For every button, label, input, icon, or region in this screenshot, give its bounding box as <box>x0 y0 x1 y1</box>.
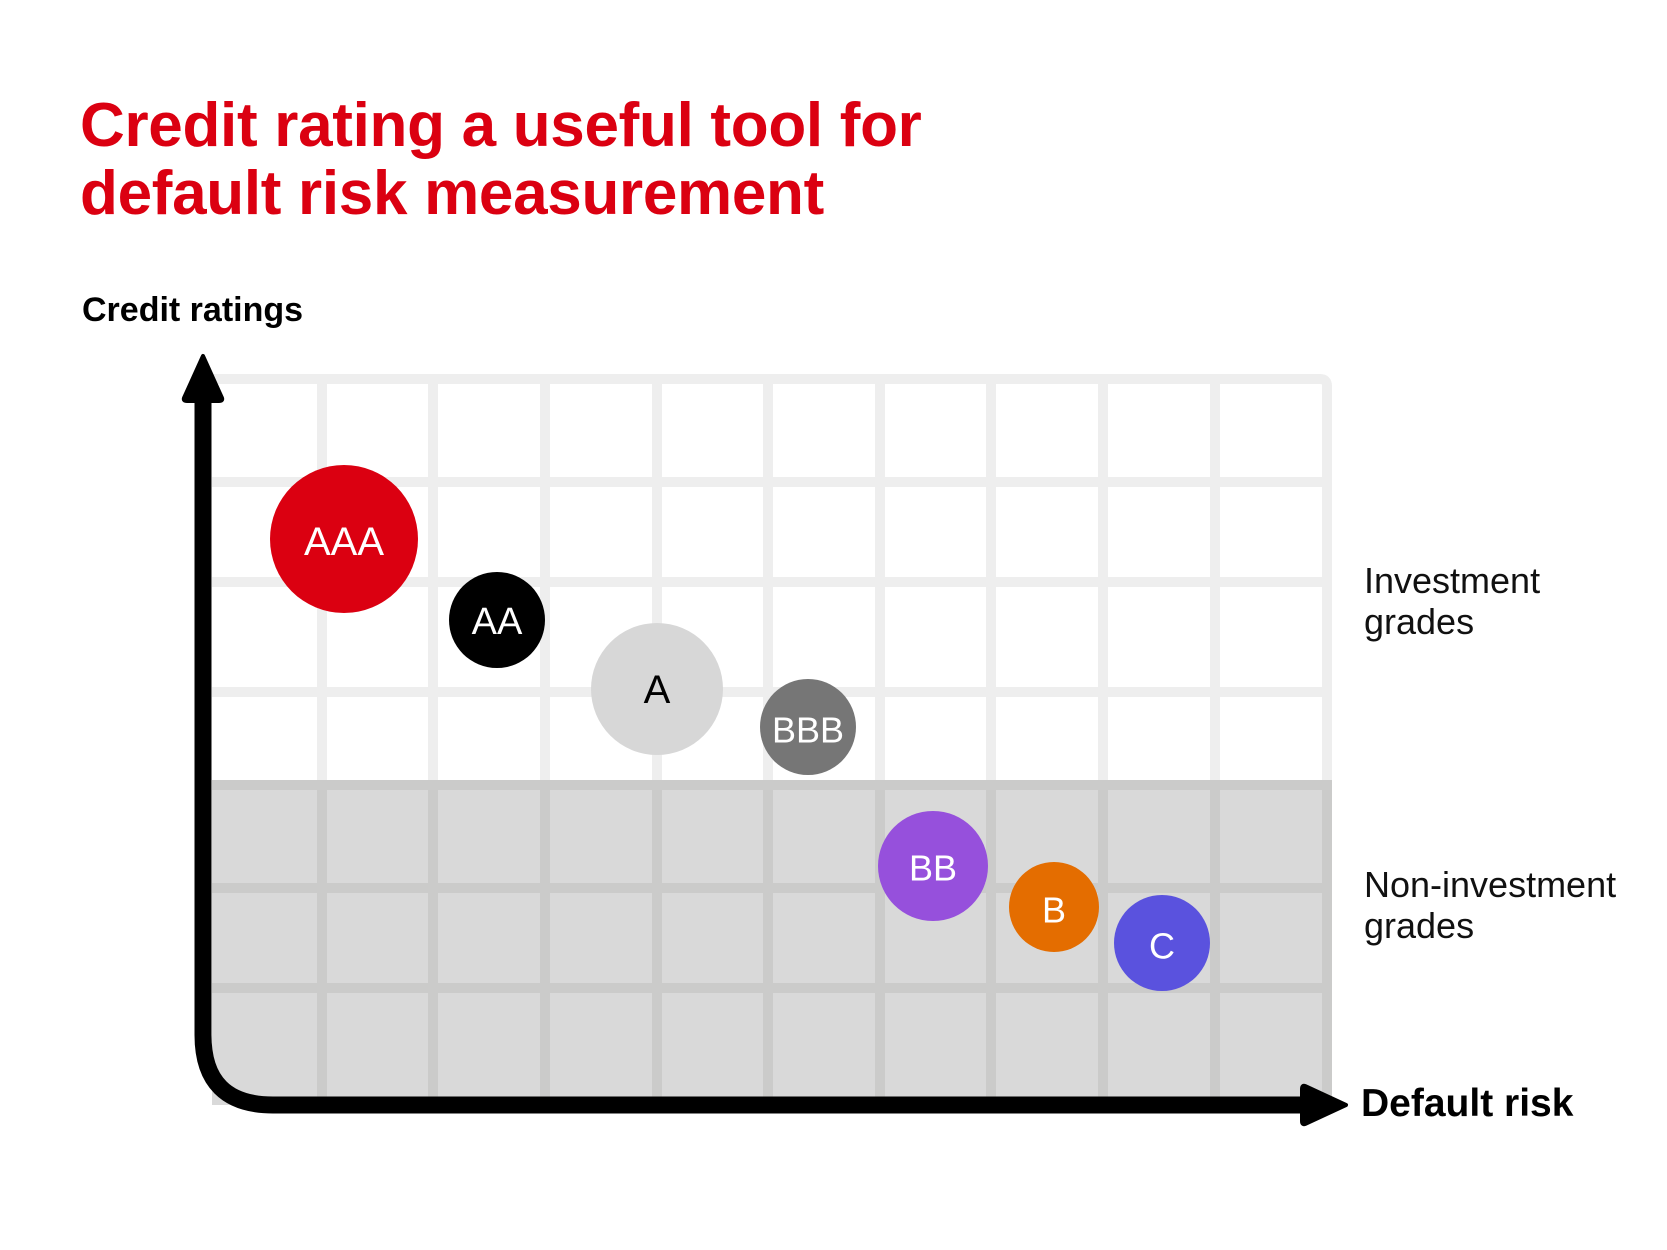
investment-grades-line-2: grades <box>1364 601 1475 642</box>
rating-label: AAA <box>304 520 384 564</box>
investment-grades-line-1: Investment <box>1364 560 1541 601</box>
x-axis-label: Default risk <box>1361 1082 1574 1125</box>
rating-bubble-aaa: AAA <box>270 465 418 613</box>
rating-bubble-a: A <box>591 623 723 755</box>
rating-bubble-b: B <box>1009 862 1099 952</box>
non-investment-grid <box>212 780 1332 1100</box>
x-axis-arrow-icon <box>1300 1083 1348 1127</box>
y-axis-arrow-icon <box>181 354 225 403</box>
rating-label: BBB <box>772 710 844 751</box>
investment-grades-label: Investment grades <box>1364 560 1540 642</box>
chart-title-line-2: default risk measurement <box>80 159 824 228</box>
non-investment-grades-line-1: Non-investment <box>1364 864 1617 905</box>
non-investment-grades-label: Non-investment grades <box>1364 864 1616 946</box>
non-investment-grades-line-2: grades <box>1364 905 1475 946</box>
rating-bubble-bb: BB <box>878 811 988 921</box>
axes-line <box>194 395 1310 1114</box>
chart-title: Credit rating a useful tool for default … <box>80 92 1080 228</box>
investment-grid <box>212 374 1332 785</box>
rating-label: AA <box>472 601 523 643</box>
rating-label: C <box>1149 926 1175 967</box>
chart-title-line-1: Credit rating a useful tool for <box>80 91 922 160</box>
y-axis-label: Credit ratings <box>82 291 304 329</box>
rating-label: B <box>1042 890 1066 931</box>
rating-bubble-c: C <box>1114 895 1210 991</box>
rating-label: BB <box>909 848 957 889</box>
rating-label: A <box>644 668 671 712</box>
rating-bubble-bbb: BBB <box>760 679 856 775</box>
rating-bubble-aa: AA <box>449 572 545 668</box>
